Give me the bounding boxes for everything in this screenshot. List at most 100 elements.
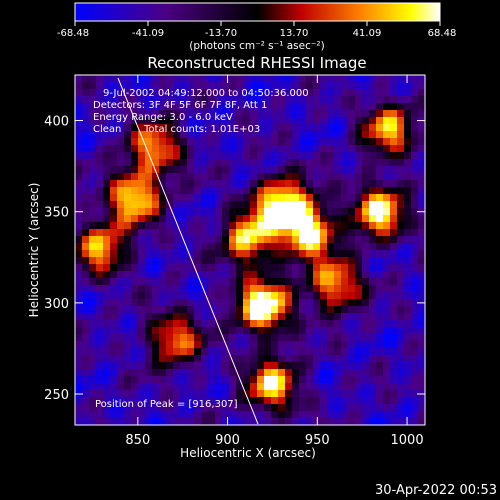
heatmap-cell — [96, 404, 104, 412]
heatmap-cell — [194, 355, 202, 363]
heatmap-cell — [222, 187, 230, 195]
heatmap-cell — [201, 96, 209, 104]
heatmap-cell — [138, 411, 146, 419]
heatmap-cell — [145, 131, 153, 139]
heatmap-cell — [222, 194, 230, 202]
heatmap-cell — [194, 348, 202, 356]
heatmap-cell — [187, 180, 195, 188]
heatmap-cell — [299, 264, 307, 272]
heatmap-cell — [320, 299, 328, 307]
y-tick-label: 350 — [44, 206, 69, 221]
heatmap-cell — [159, 299, 167, 307]
heatmap-cell — [271, 222, 279, 230]
heatmap-cell — [187, 243, 195, 251]
heatmap-cell — [250, 243, 258, 251]
heatmap-cell — [201, 208, 209, 216]
heatmap-cell — [411, 117, 419, 125]
heatmap-cell — [285, 117, 293, 125]
heatmap-cell — [264, 152, 272, 160]
heatmap-cell — [131, 159, 139, 167]
heatmap-cell — [285, 229, 293, 237]
heatmap-cell — [264, 264, 272, 272]
heatmap-cell — [271, 250, 279, 258]
heatmap-cell — [369, 306, 377, 314]
heatmap-cell — [376, 383, 384, 391]
heatmap-cell — [299, 299, 307, 307]
heatmap-cell — [187, 418, 195, 425]
heatmap-cell — [229, 383, 237, 391]
heatmap-cell — [250, 383, 258, 391]
heatmap-cell — [229, 82, 237, 90]
heatmap-cell — [257, 208, 265, 216]
heatmap-cell — [306, 306, 314, 314]
heatmap-cell — [229, 271, 237, 279]
heatmap-cell — [411, 257, 419, 265]
heatmap-cell — [271, 271, 279, 279]
heatmap-cell — [110, 306, 118, 314]
heatmap-cell — [411, 131, 419, 139]
heatmap-cell — [292, 215, 300, 223]
heatmap-cell — [264, 376, 272, 384]
heatmap-cell — [187, 334, 195, 342]
heatmap-cell — [201, 383, 209, 391]
heatmap-cell — [369, 166, 377, 174]
heatmap-cell — [369, 89, 377, 97]
heatmap-cell — [131, 82, 139, 90]
heatmap-cell — [341, 110, 349, 118]
heatmap-cell — [103, 404, 111, 412]
heatmap-cell — [327, 152, 335, 160]
heatmap-cell — [404, 397, 412, 405]
heatmap-cell — [355, 383, 363, 391]
heatmap-cell — [243, 229, 251, 237]
heatmap-cell — [383, 89, 391, 97]
heatmap-cell — [173, 313, 181, 321]
heatmap-cell — [299, 145, 307, 153]
heatmap-cell — [159, 194, 167, 202]
heatmap-cell — [82, 131, 90, 139]
heatmap-cell — [180, 103, 188, 111]
heatmap-cell — [348, 334, 356, 342]
heatmap-cell — [201, 131, 209, 139]
heatmap-cell — [299, 250, 307, 258]
heatmap-cell — [292, 376, 300, 384]
heatmap-cell — [159, 320, 167, 328]
heatmap-cell — [257, 313, 265, 321]
heatmap-cell — [271, 320, 279, 328]
heatmap-cell — [124, 348, 132, 356]
heatmap-cell — [362, 397, 370, 405]
heatmap-cell — [229, 348, 237, 356]
heatmap-cell — [229, 208, 237, 216]
heatmap-cell — [362, 264, 370, 272]
heatmap-cell — [103, 390, 111, 398]
heatmap-cell — [383, 152, 391, 160]
heatmap-cell — [187, 110, 195, 118]
heatmap-cell — [103, 306, 111, 314]
heatmap-cell — [418, 418, 425, 425]
heatmap-cell — [327, 173, 335, 181]
heatmap-cell — [166, 369, 174, 377]
heatmap-cell — [334, 243, 342, 251]
heatmap-cell — [180, 194, 188, 202]
heatmap-cell — [166, 327, 174, 335]
heatmap-cell — [327, 138, 335, 146]
heatmap-cell — [194, 278, 202, 286]
heatmap-cell — [257, 334, 265, 342]
heatmap-cell — [103, 243, 111, 251]
heatmap-cell — [173, 292, 181, 300]
heatmap-cell — [397, 166, 405, 174]
heatmap-cell — [215, 264, 223, 272]
heatmap-cell — [194, 376, 202, 384]
heatmap-cell — [348, 418, 356, 425]
heatmap-cell — [299, 138, 307, 146]
heatmap-cell — [264, 411, 272, 419]
heatmap-cell — [110, 383, 118, 391]
heatmap-cell — [327, 418, 335, 425]
heatmap-cell — [257, 187, 265, 195]
heatmap-cell — [82, 334, 90, 342]
heatmap-cell — [341, 362, 349, 370]
heatmap-cell — [229, 285, 237, 293]
heatmap-cell — [397, 131, 405, 139]
heatmap-cell — [271, 411, 279, 419]
heatmap-cell — [152, 348, 160, 356]
heatmap-cell — [334, 257, 342, 265]
